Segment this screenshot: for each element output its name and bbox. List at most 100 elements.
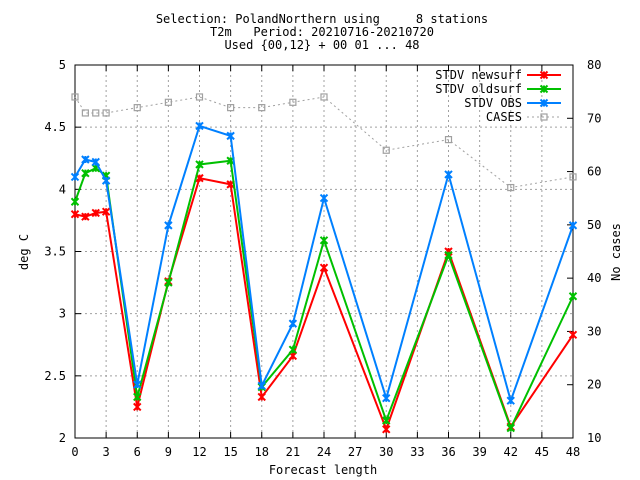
data-point-stdv-newsurf bbox=[319, 263, 329, 272]
data-point-stdv-oldsurf bbox=[195, 160, 204, 169]
series-cases bbox=[71, 93, 577, 192]
data-point-cases bbox=[320, 93, 328, 101]
data-point-stdv-obs bbox=[444, 170, 453, 179]
data-point-stdv-newsurf bbox=[91, 208, 100, 218]
legend-label: STDV OBS bbox=[464, 96, 522, 110]
x-tick-label: 45 bbox=[535, 445, 549, 459]
grid bbox=[75, 65, 573, 438]
title-line-3: Used {00,12} + 00 01 ... 48 bbox=[224, 38, 419, 52]
data-point-cases bbox=[507, 183, 515, 192]
x-tick-label: 9 bbox=[165, 445, 172, 459]
x-tick-label: 42 bbox=[504, 445, 518, 459]
series-stdv-newsurf bbox=[70, 173, 578, 434]
data-point-stdv-oldsurf bbox=[81, 168, 90, 178]
y2-tick-label: 40 bbox=[587, 271, 601, 285]
data-point-stdv-obs bbox=[195, 121, 204, 131]
y2-tick-label: 60 bbox=[587, 165, 601, 179]
y-axis-label: deg C bbox=[17, 234, 31, 270]
legend-marker bbox=[539, 98, 549, 108]
y2-tick-label: 10 bbox=[587, 431, 601, 445]
data-point-cases bbox=[133, 104, 141, 112]
data-point-stdv-obs bbox=[101, 176, 111, 185]
legend-label: STDV newsurf bbox=[435, 68, 522, 82]
legend-entry-stdv-oldsurf: STDV oldsurf bbox=[435, 82, 561, 96]
y-tick-label: 4.5 bbox=[44, 120, 66, 134]
data-point-cases bbox=[81, 109, 89, 117]
data-point-stdv-obs bbox=[70, 172, 80, 182]
data-point-cases bbox=[71, 93, 79, 101]
data-point-stdv-newsurf bbox=[81, 212, 90, 221]
data-point-stdv-oldsurf bbox=[444, 251, 453, 260]
y-tick-label: 2.5 bbox=[44, 369, 66, 383]
data-point-stdv-obs bbox=[91, 157, 100, 167]
data-point-cases bbox=[444, 136, 453, 144]
data-point-cases bbox=[569, 173, 577, 181]
x-tick-label: 30 bbox=[379, 445, 393, 459]
x-tick-label: 39 bbox=[472, 445, 486, 459]
x-axis-ticks: 0 3 6 9 12 15 18 21 24 27 30 33 36 39 42 45 48 bbox=[71, 65, 580, 459]
y-tick-label: 5 bbox=[59, 58, 66, 72]
legend-entry-stdv-obs: STDV OBS bbox=[464, 96, 561, 110]
data-point-stdv-obs bbox=[319, 193, 329, 203]
data-point-stdv-obs bbox=[257, 381, 266, 390]
x-tick-label: 27 bbox=[348, 445, 362, 459]
data-point-stdv-oldsurf bbox=[133, 392, 142, 402]
data-point-stdv-obs bbox=[81, 155, 90, 164]
y2-tick-label: 30 bbox=[587, 324, 601, 338]
data-point-cases bbox=[195, 93, 204, 101]
data-point-stdv-obs bbox=[226, 131, 235, 141]
x-axis-label: Forecast length bbox=[269, 463, 377, 477]
data-point-stdv-newsurf bbox=[568, 330, 578, 340]
x-tick-label: 36 bbox=[441, 445, 455, 459]
data-point-stdv-obs bbox=[568, 221, 578, 230]
y2-axis-label: No cases bbox=[609, 223, 623, 281]
x-tick-label: 21 bbox=[286, 445, 300, 459]
y2-tick-label: 80 bbox=[587, 58, 601, 72]
legend-label: CASES bbox=[486, 110, 522, 124]
y-tick-label: 2 bbox=[59, 431, 66, 445]
title-line-2: T2m Period: 20210716-20210720 bbox=[210, 25, 434, 39]
data-point-stdv-obs bbox=[164, 221, 173, 230]
legend-marker bbox=[539, 70, 549, 80]
data-point-cases bbox=[227, 104, 235, 112]
x-tick-label: 6 bbox=[134, 445, 141, 459]
y2-tick-label: 20 bbox=[587, 378, 601, 392]
series-stdv-obs bbox=[70, 121, 578, 405]
y2-tick-label: 70 bbox=[587, 111, 601, 125]
data-point-stdv-obs bbox=[506, 396, 515, 405]
data-point-stdv-obs bbox=[382, 394, 391, 403]
data-point-stdv-newsurf bbox=[257, 392, 266, 402]
y2-tick-label: 50 bbox=[587, 218, 601, 232]
y2-axis-ticks: 10 20 30 40 50 60 70 80 bbox=[567, 58, 601, 445]
legend-entry-stdv-newsurf: STDV newsurf bbox=[435, 68, 561, 82]
y-axis-ticks: 2 2.5 3 3.5 4 4.5 5 bbox=[44, 58, 81, 445]
data-point-stdv-oldsurf bbox=[382, 416, 391, 425]
y-tick-label: 3 bbox=[59, 307, 66, 321]
series-line-cases bbox=[74, 96, 574, 189]
x-tick-label: 48 bbox=[566, 445, 580, 459]
x-tick-label: 0 bbox=[71, 445, 78, 459]
x-tick-label: 33 bbox=[410, 445, 424, 459]
legend-marker bbox=[539, 84, 549, 94]
data-point-stdv-oldsurf bbox=[164, 278, 173, 287]
data-point-stdv-newsurf bbox=[101, 207, 111, 216]
data-point-stdv-oldsurf bbox=[506, 423, 515, 433]
data-point-stdv-newsurf bbox=[133, 402, 142, 412]
x-tick-label: 12 bbox=[192, 445, 206, 459]
legend-entry-cases: CASES bbox=[486, 110, 561, 124]
x-tick-label: 15 bbox=[223, 445, 237, 459]
data-point-stdv-oldsurf bbox=[70, 197, 80, 206]
data-point-cases bbox=[382, 146, 390, 154]
title-line-1: Selection: PolandNorthern using 8 statio… bbox=[156, 12, 488, 26]
chart-title: Selection: PolandNorthern using 8 statio… bbox=[156, 12, 488, 52]
data-point-cases bbox=[258, 104, 266, 112]
data-point-stdv-obs bbox=[133, 380, 142, 389]
data-point-stdv-oldsurf bbox=[319, 236, 329, 245]
series-stdv-oldsurf bbox=[70, 156, 578, 433]
data-point-cases bbox=[289, 98, 297, 106]
data-point-stdv-oldsurf bbox=[568, 292, 578, 301]
data-point-cases bbox=[164, 98, 172, 106]
legend-label: STDV oldsurf bbox=[435, 82, 522, 96]
data-point-cases bbox=[92, 109, 100, 117]
